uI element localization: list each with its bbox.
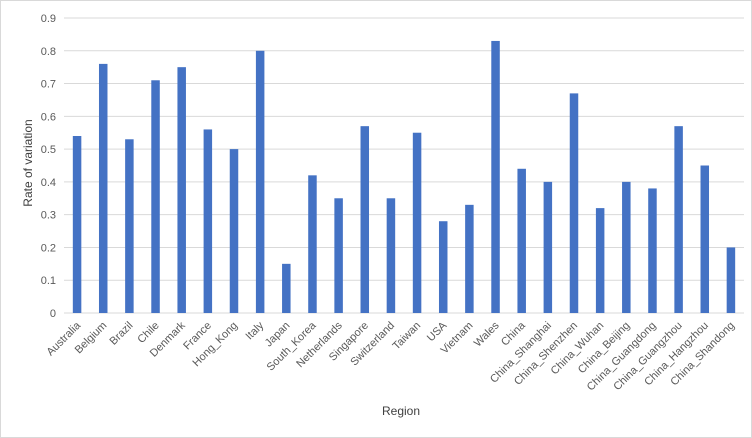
- bar-italy: [255, 50, 265, 314]
- y-tick-label: 0.4: [41, 177, 56, 189]
- bar-japan: [282, 263, 291, 313]
- bar-singapore: [360, 126, 370, 314]
- bar-usa: [438, 221, 448, 313]
- x-tick-label: Brazil: [108, 320, 136, 348]
- y-axis-ticks: 0 0.1 0.2 0.3 0.4 0.5 0.6 0.7 0.8 0.9: [41, 13, 56, 320]
- bar-belgium: [98, 63, 108, 314]
- bar-chile: [151, 80, 160, 314]
- bar-china-beijing: [622, 181, 631, 313]
- bar-china-shandong: [726, 247, 736, 313]
- bar-denmark: [177, 67, 186, 314]
- bar-china-guangzhou: [674, 126, 683, 314]
- x-axis-title: Region: [382, 404, 420, 418]
- bar-china-wuhan: [595, 208, 605, 313]
- y-tick-label: 0.5: [41, 144, 56, 156]
- y-tick-label: 0.1: [41, 275, 56, 287]
- bar-brazil: [125, 139, 134, 313]
- x-tick-label: Taiwan: [390, 320, 423, 353]
- x-tick-label: Wales: [472, 319, 502, 349]
- y-axis-title: Rate of variation: [21, 119, 35, 206]
- bar-china: [517, 168, 526, 313]
- bars: [72, 40, 736, 314]
- x-tick-label: Italy: [244, 319, 267, 342]
- y-tick-label: 0: [50, 308, 56, 320]
- bar-china-hangzhou: [700, 165, 710, 313]
- y-tick-label: 0.9: [41, 13, 56, 25]
- bar-taiwan: [412, 132, 422, 313]
- bar-switzerland: [386, 198, 396, 313]
- bar-australia: [72, 136, 82, 313]
- bar-china-shenzhen: [569, 93, 579, 313]
- bar-south-korea: [308, 175, 317, 313]
- y-tick-label: 0.7: [41, 79, 56, 91]
- y-tick-label: 0.6: [41, 111, 56, 123]
- y-tick-label: 0.2: [41, 242, 56, 254]
- bar-wales: [491, 40, 500, 313]
- bar-china-guangdong: [648, 188, 657, 313]
- gridlines: [64, 17, 744, 314]
- bar-hong-kong: [229, 149, 239, 313]
- y-tick-label: 0.8: [41, 46, 56, 58]
- y-tick-label: 0.3: [41, 210, 56, 222]
- bar-france: [203, 129, 213, 313]
- bar-china-shanghai: [543, 181, 553, 313]
- bar-vietnam: [465, 204, 474, 313]
- bar-netherlands: [334, 198, 343, 313]
